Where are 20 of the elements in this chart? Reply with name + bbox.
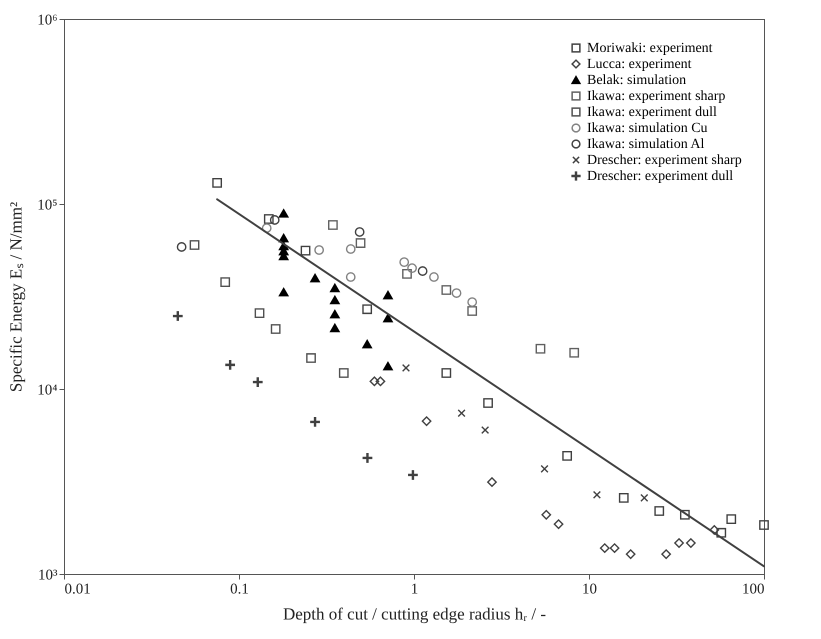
x-axis-title: Depth of cut / cutting edge radius hᵣ / - [282, 604, 546, 624]
x-tick-label: 0.01 [64, 582, 91, 598]
legend-label: Belak: simulation [587, 73, 686, 88]
y-tick-label: 10⁴ [37, 382, 58, 398]
legend-label: Moriwaki: experiment [587, 41, 713, 56]
legend-label: Lucca: experiment [587, 57, 692, 72]
legend-label: Drescher: experiment dull [587, 169, 734, 184]
x-tick-label: 10 [582, 582, 597, 598]
y-tick-label: 10⁶ [37, 12, 58, 28]
legend-label: Ikawa: simulation Cu [587, 121, 708, 136]
x-tick-label: 1 [410, 582, 418, 598]
x-tick-label: 100 [742, 582, 764, 598]
x-tick-label: 0.1 [230, 582, 249, 598]
y-tick-label: 10³ [38, 568, 58, 584]
legend-label: Ikawa: experiment dull [587, 105, 717, 120]
legend-label: Drescher: experiment sharp [587, 153, 742, 168]
legend-label: Ikawa: experiment sharp [587, 89, 726, 104]
y-tick-label: 10⁵ [37, 198, 58, 214]
y-axis-title: Specific Energy Eₛ / N/mm² [6, 202, 26, 392]
legend-label: Ikawa: simulation Al [587, 137, 705, 152]
